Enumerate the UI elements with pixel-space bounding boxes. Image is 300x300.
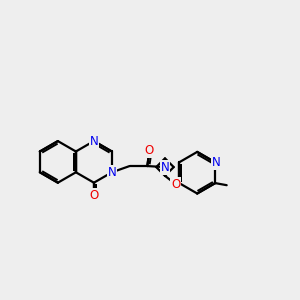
Text: O: O: [171, 178, 180, 191]
Text: O: O: [89, 189, 98, 202]
Text: N: N: [89, 135, 98, 148]
Text: N: N: [212, 156, 221, 169]
Text: N: N: [160, 160, 169, 174]
Text: O: O: [145, 144, 154, 158]
Text: N: N: [107, 166, 116, 179]
